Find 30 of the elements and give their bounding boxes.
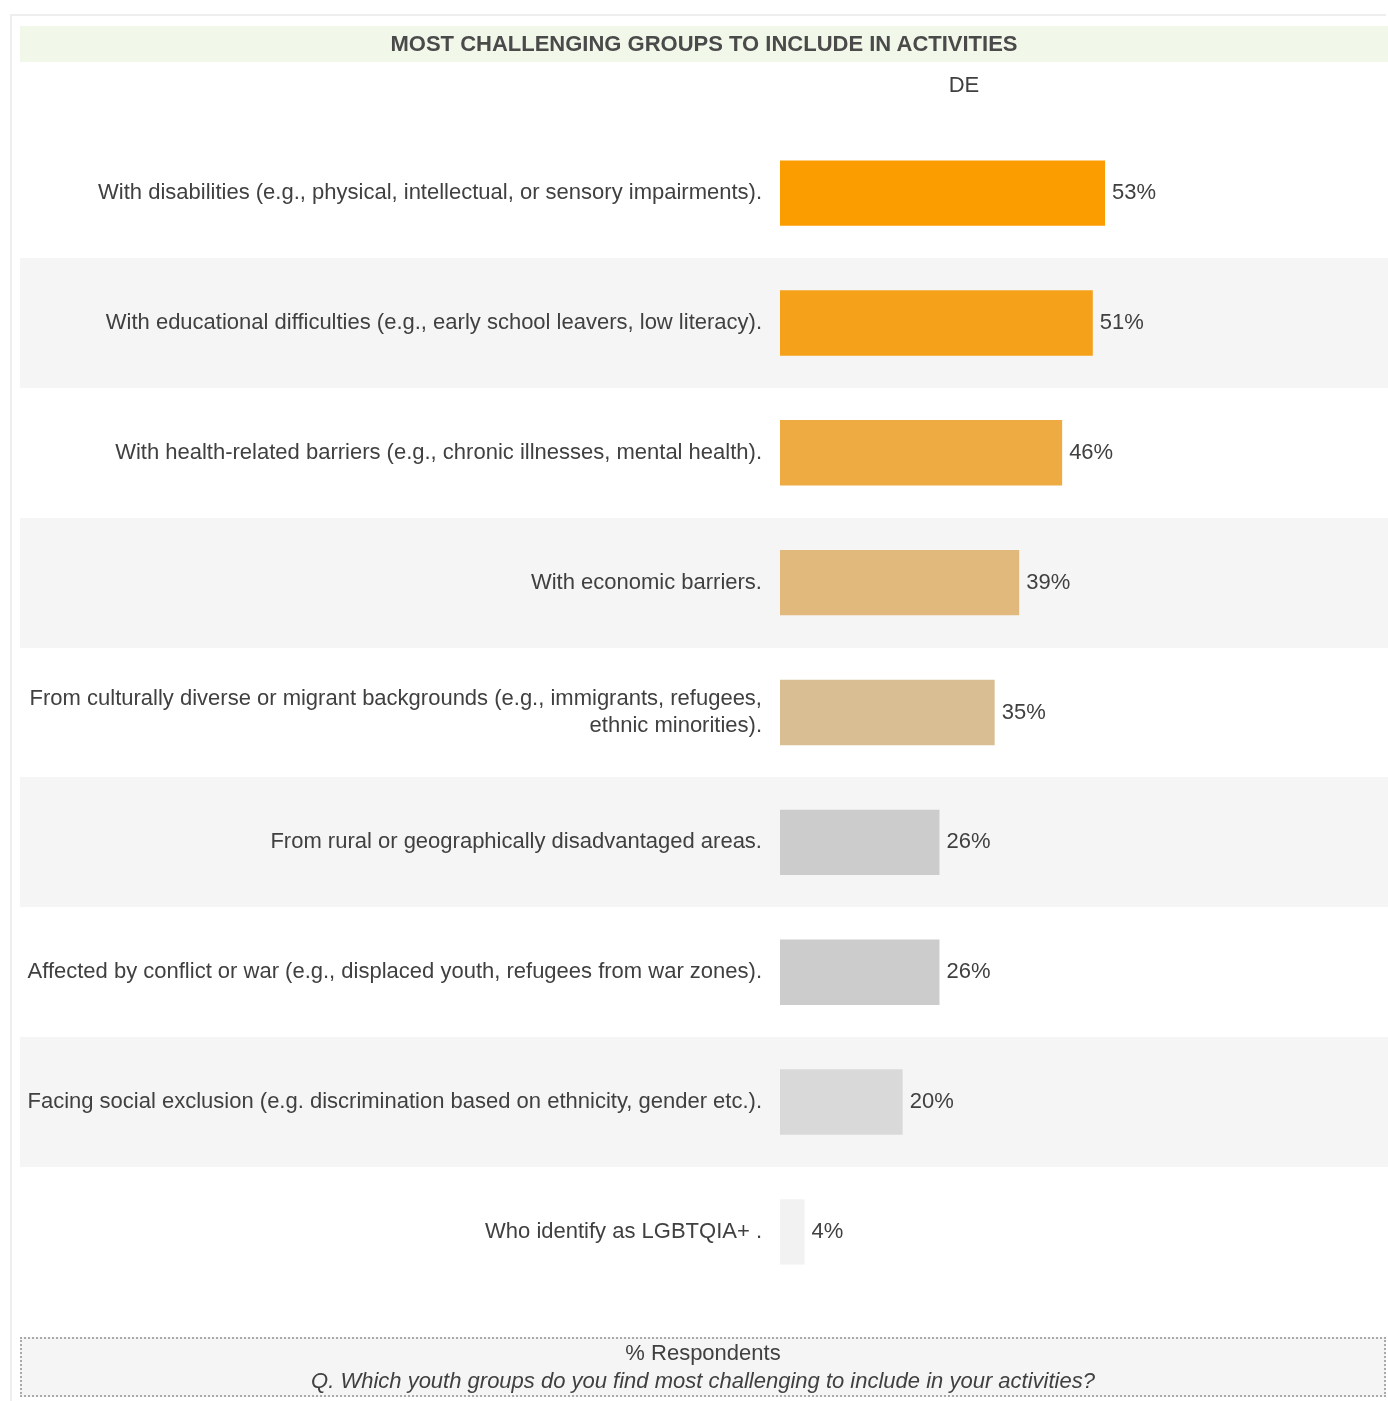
bar	[780, 1069, 903, 1135]
data-label: 26%	[946, 958, 991, 984]
y-tick-label: Who identify as LGBTQIA+ .	[485, 1217, 762, 1243]
text: Q. Which youth groups do you find most challenging to include in your activities?	[310, 1367, 1096, 1395]
data-label: 20%	[909, 1088, 954, 1114]
data-label: 53%	[1112, 179, 1157, 205]
y-tick-label: With health-related barriers (e.g., chronic illnesses, mental health).	[115, 438, 762, 464]
y-tick-label: With educational difficulties (e.g., early school leavers, low literacy).	[105, 309, 762, 335]
y-tick-label: With economic barriers.	[530, 568, 762, 594]
chart-title: MOST CHALLENGING GROUPS TO INCLUDE IN ACTIVITIES	[20, 26, 1388, 62]
data-label: 46%	[1069, 438, 1114, 464]
y-tick-label: From culturally diverse or migrant backgrounds (e.g., immigrants, refugees, ethnic minorities).	[29, 685, 762, 737]
text: DE	[948, 72, 980, 98]
bar	[780, 549, 1020, 616]
x-axis-title: % Respondents	[624, 1339, 782, 1367]
bar	[780, 939, 940, 1005]
data-label: 4%	[811, 1217, 844, 1243]
bar	[780, 160, 1106, 226]
bar	[780, 290, 1093, 356]
y-tick-label: With disabilities (e.g., physical, intellectual, or sensory impairments).	[98, 179, 762, 205]
data-label: 35%	[1001, 698, 1046, 724]
data-label: 51%	[1099, 309, 1144, 335]
data-label: 26%	[946, 828, 991, 854]
bar	[780, 420, 1063, 486]
y-tick-label: From rural or geographically disadvantaged areas.	[270, 828, 762, 854]
bar	[780, 809, 940, 876]
bar	[780, 679, 995, 746]
data-label: 39%	[1026, 568, 1071, 594]
y-tick-label: Affected by conflict or war (e.g., displaced youth, refugees from war zones).	[27, 958, 762, 984]
y-tick-label: Facing social exclusion (e.g. discrimination based on ethnicity, gender etc.).	[27, 1088, 762, 1114]
